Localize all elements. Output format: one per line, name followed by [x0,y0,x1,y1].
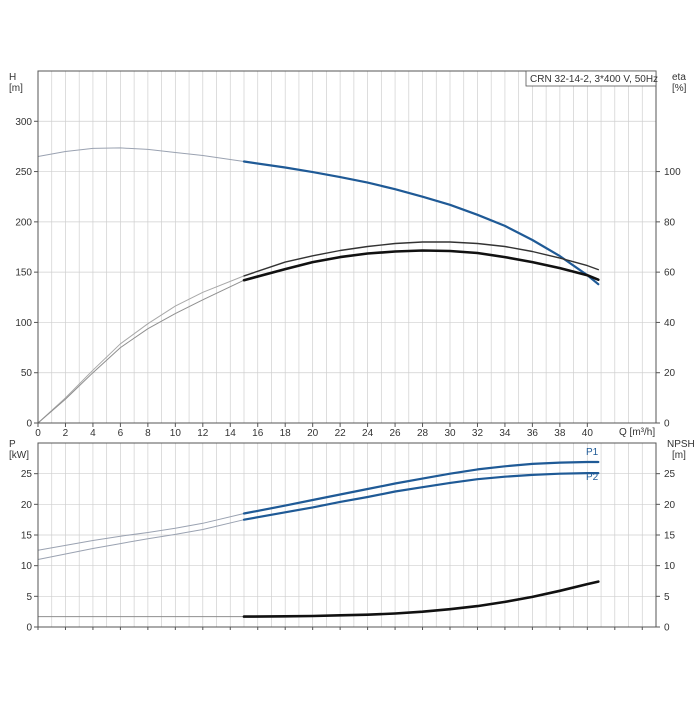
x-tick-label: 24 [362,428,374,439]
grid-layer [38,71,656,627]
x-tick-label: 22 [335,428,347,439]
head-efficiency-panel-frame [37,70,657,424]
y-left-tick-label: 0 [26,419,32,430]
y-right-tick-label: 0 [664,623,670,634]
y-left-tick-label: 100 [15,318,32,329]
curve-layer [37,147,600,618]
x-tick-label: 26 [390,428,402,439]
y-left-tick-label: 5 [26,592,32,603]
y-right-tick-label: 25 [664,469,676,480]
bottom-left-axis-title-line2: [kW] [9,450,29,461]
series-label-p1: P1 [586,447,599,458]
y-right-tick-label: 40 [664,318,676,329]
bottom-right-axis-title-line2: [m] [672,450,686,461]
top-left-axis-title-line2: [m] [9,83,23,94]
top-left-axis-title-line1: H [9,72,16,83]
y-right-tick-label: 20 [664,368,676,379]
x-tick-label: 38 [554,428,566,439]
bottom-left-axis-title-line1: P [9,439,16,450]
chart-title-box [525,70,657,87]
bottom-right-axis-title-line1: NPSH [667,439,695,450]
y-right-tick-label: 100 [664,167,681,178]
curve-efficiency-pump [242,249,600,282]
x-tick-label: 8 [145,428,151,439]
y-right-tick-label: 15 [664,531,676,542]
x-tick-label: 20 [307,428,319,439]
y-right-tick-label: 5 [664,592,670,603]
x-tick-label: 18 [280,428,292,439]
y-left-tick-label: 200 [15,217,32,228]
y-left-tick-label: 15 [21,531,33,542]
x-axis-title: Q [m³/h] [619,427,655,438]
y-left-tick-label: 20 [21,500,33,511]
x-tick-label: 10 [170,428,182,439]
curve-efficiency-motor-pump-extension [37,275,245,424]
x-tick-label: 34 [499,428,511,439]
x-tick-label: 30 [444,428,456,439]
curve-efficiency-pump-extension [37,279,245,424]
y-left-tick-label: 300 [15,117,32,128]
y-left-tick-label: 50 [21,368,33,379]
y-left-tick-label: 25 [21,469,33,480]
curve-P1-extension [37,513,245,551]
y-left-tick-label: 250 [15,167,32,178]
x-tick-label: 0 [35,428,41,439]
series-label-p2: P2 [586,472,599,483]
x-tick-label: 14 [225,428,237,439]
x-tick-label: 36 [527,428,539,439]
y-right-tick-label: 80 [664,217,676,228]
x-tick-label: 16 [252,428,264,439]
x-tick-label: 6 [118,428,124,439]
y-right-tick-label: 20 [664,500,676,511]
y-right-tick-label: 0 [664,419,670,430]
x-tick-label: 32 [472,428,484,439]
top-right-axis-title-line2: [%] [672,83,687,94]
x-tick-label: 28 [417,428,429,439]
curve-P2-extension [37,519,245,560]
y-right-tick-label: 60 [664,268,676,279]
y-left-tick-label: 0 [26,623,32,634]
curve-P2 [242,472,600,521]
curve-efficiency-motor-pump [243,241,599,277]
curve-head-extension [37,147,245,162]
label-layer: H [m] eta [%] Q [m³/h] P [kW] NPSH [m] C… [9,70,695,634]
y-left-tick-label: 150 [15,268,32,279]
curve-NPSH [242,580,600,618]
x-tick-label: 40 [582,428,594,439]
y-left-tick-label: 10 [21,561,33,572]
y-right-tick-label: 10 [664,561,676,572]
curve-P1 [242,460,600,515]
curve-head [242,160,600,286]
x-tick-label: 4 [90,428,96,439]
top-right-axis-title-line1: eta [672,72,686,83]
frame-layer [34,70,660,630]
x-tick-label: 2 [63,428,69,439]
x-tick-label: 12 [197,428,209,439]
chart-title: CRN 32-14-2, 3*400 V, 50Hz [530,74,658,85]
